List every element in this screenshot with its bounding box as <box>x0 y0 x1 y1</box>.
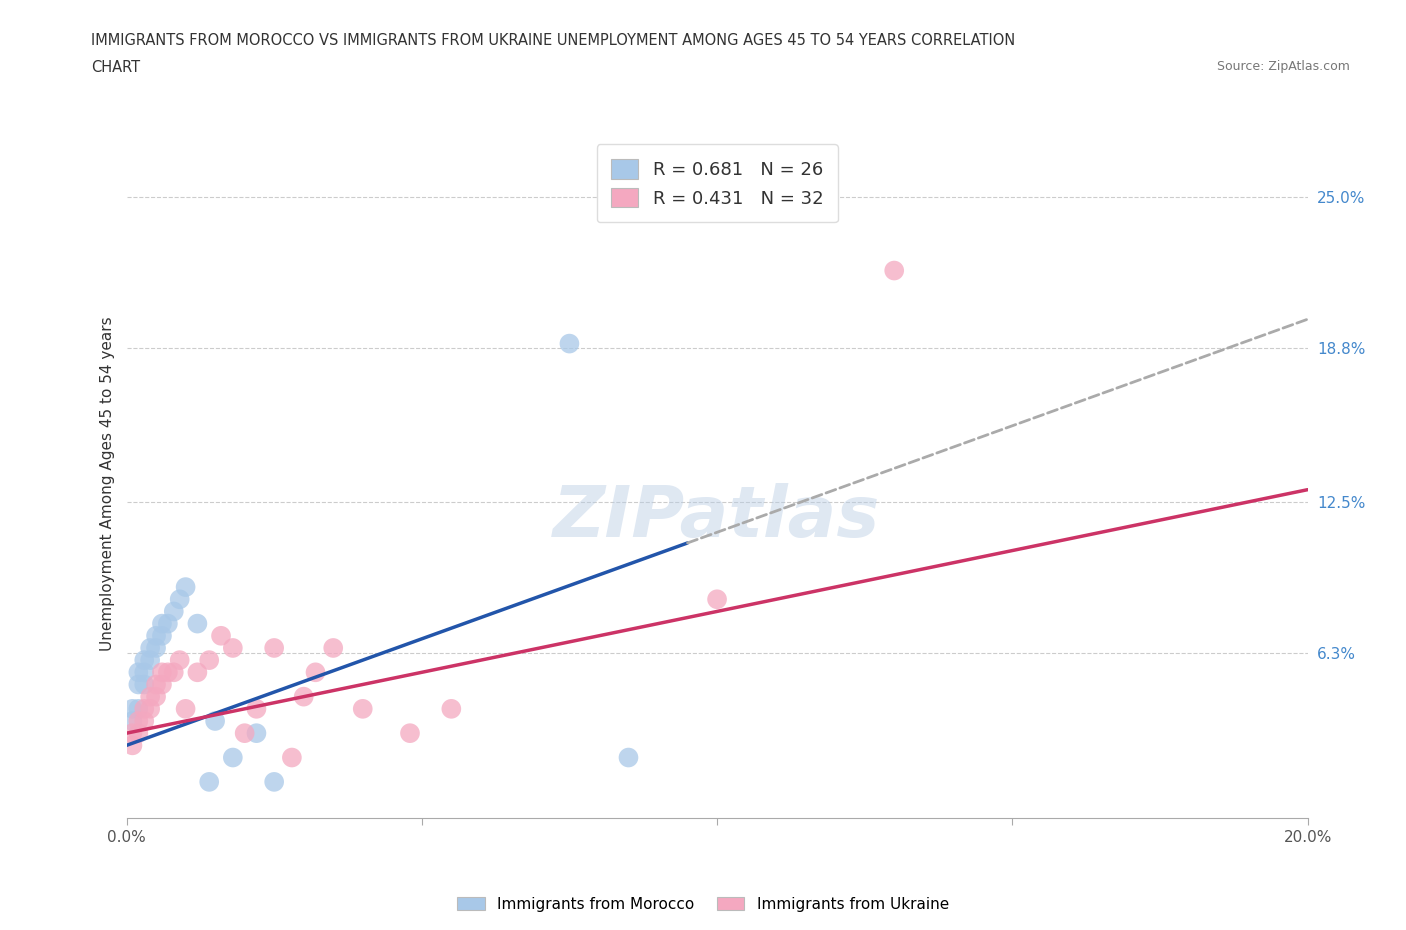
Point <box>127 701 149 716</box>
Point <box>145 689 167 704</box>
Point <box>233 725 256 740</box>
Point <box>222 641 245 656</box>
Point <box>163 604 186 618</box>
Point <box>150 665 173 680</box>
Point <box>322 641 344 656</box>
Point <box>204 713 226 728</box>
Point <box>558 336 581 351</box>
Point <box>198 775 221 790</box>
Point <box>304 665 326 680</box>
Point <box>150 617 173 631</box>
Point <box>121 725 143 740</box>
Point <box>440 701 463 716</box>
Point <box>281 751 304 765</box>
Point <box>150 629 173 644</box>
Point <box>145 641 167 656</box>
Point <box>706 591 728 606</box>
Point <box>352 701 374 716</box>
Point <box>156 617 179 631</box>
Point <box>134 665 156 680</box>
Point <box>121 701 143 716</box>
Text: ZIPatlas: ZIPatlas <box>554 483 880 551</box>
Legend: R = 0.681   N = 26, R = 0.431   N = 32: R = 0.681 N = 26, R = 0.431 N = 32 <box>596 144 838 222</box>
Point <box>186 665 208 680</box>
Point <box>186 617 208 631</box>
Point <box>134 677 156 692</box>
Point <box>145 677 167 692</box>
Point <box>245 701 267 716</box>
Point <box>134 713 156 728</box>
Y-axis label: Unemployment Among Ages 45 to 54 years: Unemployment Among Ages 45 to 54 years <box>100 316 115 651</box>
Point <box>169 653 191 668</box>
Point <box>222 751 245 765</box>
Point <box>399 725 422 740</box>
Point <box>127 713 149 728</box>
Legend: Immigrants from Morocco, Immigrants from Ukraine: Immigrants from Morocco, Immigrants from… <box>451 890 955 918</box>
Point <box>617 751 640 765</box>
Point <box>127 665 149 680</box>
Point <box>156 665 179 680</box>
Point <box>263 775 285 790</box>
Point <box>139 653 162 668</box>
Point <box>139 689 162 704</box>
Point <box>127 725 149 740</box>
Point <box>198 653 221 668</box>
Text: Source: ZipAtlas.com: Source: ZipAtlas.com <box>1216 60 1350 73</box>
Point <box>174 579 197 594</box>
Point <box>134 701 156 716</box>
Point <box>121 713 143 728</box>
Point <box>139 701 162 716</box>
Point <box>174 701 197 716</box>
Point <box>883 263 905 278</box>
Point <box>150 677 173 692</box>
Point <box>121 737 143 752</box>
Point <box>292 689 315 704</box>
Point <box>163 665 186 680</box>
Point <box>263 641 285 656</box>
Point <box>145 629 167 644</box>
Text: CHART: CHART <box>91 60 141 75</box>
Point <box>169 591 191 606</box>
Point <box>127 677 149 692</box>
Point <box>209 629 232 644</box>
Point <box>139 641 162 656</box>
Point <box>245 725 267 740</box>
Text: IMMIGRANTS FROM MOROCCO VS IMMIGRANTS FROM UKRAINE UNEMPLOYMENT AMONG AGES 45 TO: IMMIGRANTS FROM MOROCCO VS IMMIGRANTS FR… <box>91 33 1015 47</box>
Point <box>134 653 156 668</box>
